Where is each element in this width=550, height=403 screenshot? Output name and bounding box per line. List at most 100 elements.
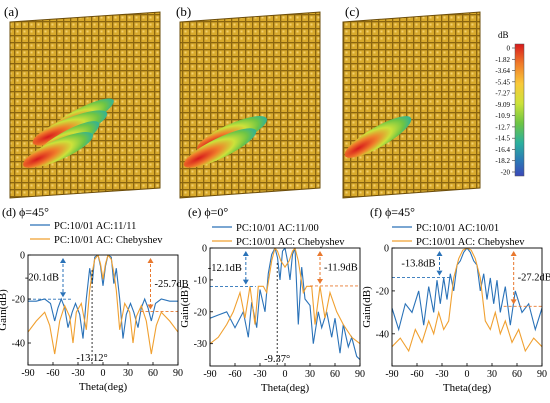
series-line bbox=[392, 248, 542, 332]
series-line bbox=[210, 248, 360, 345]
arrow-head bbox=[436, 251, 443, 256]
annotation-label: -25.7dB bbox=[155, 279, 189, 290]
y-axis-label: Gain(dB) bbox=[0, 289, 9, 331]
angle-label: -13.12° bbox=[76, 353, 107, 364]
arrow-head bbox=[60, 292, 66, 298]
colorbar-tick-label: -18.2 bbox=[495, 157, 510, 165]
x-tick-label: 0 bbox=[465, 369, 470, 380]
plot-frame bbox=[27, 254, 179, 366]
beam-lobes-a bbox=[23, 98, 114, 168]
arrow-head bbox=[436, 270, 443, 276]
x-tick-label: 0 bbox=[101, 368, 106, 379]
y-tick-label: -20 bbox=[376, 286, 389, 297]
y-tick-label: -30 bbox=[194, 339, 207, 350]
series-line bbox=[28, 255, 178, 339]
colorbar-tick-label: -12.7 bbox=[495, 123, 510, 131]
y-axis-label: Gain(dB) bbox=[361, 286, 373, 328]
arrow-head bbox=[510, 251, 517, 256]
annotation-label: -27.2dB bbox=[518, 273, 550, 284]
arrow-head bbox=[317, 278, 323, 284]
chart-e: (e) ϕ=0° PC:10/01 AC:11/00 PC:10/01 AC: Ch… bbox=[179, 205, 365, 394]
x-tick-label: 90 bbox=[355, 369, 365, 380]
y-tick-label: 0 bbox=[384, 244, 389, 255]
x-axis-label: Theta(deg) bbox=[79, 381, 128, 393]
x-axis-label: Theta(deg) bbox=[261, 382, 310, 394]
x-tick-label: -90 bbox=[203, 369, 216, 380]
legend-label: PC:10/01 AC:10/01 bbox=[416, 223, 499, 234]
legend-label: PC:10/01 AC:11/11 bbox=[54, 221, 136, 232]
colorbar-tick-label: -20 bbox=[501, 169, 511, 177]
colorbar-tick-label: -9.09 bbox=[495, 101, 510, 109]
y-tick-label: -20 bbox=[12, 295, 25, 306]
legend-label: PC:10/01 AC: Chebyshev bbox=[416, 237, 525, 248]
panel-label-a: (a) bbox=[4, 4, 18, 19]
x-tick-label: -90 bbox=[21, 368, 34, 379]
colorbar-tick-label: -3.64 bbox=[495, 67, 510, 75]
series-line bbox=[28, 255, 178, 355]
arrow-head bbox=[147, 258, 154, 263]
y-tick-label: 0 bbox=[20, 251, 25, 262]
colorbar-tick-label: -5.45 bbox=[495, 78, 510, 86]
x-tick-label: -60 bbox=[46, 368, 59, 379]
x-tick-label: -60 bbox=[228, 369, 241, 380]
annotation-label: -11.9dB bbox=[324, 262, 358, 273]
chart-title: (e) ϕ=0° bbox=[188, 205, 228, 219]
panel-label-c: (c) bbox=[345, 4, 359, 19]
y-tick-label: -10 bbox=[194, 275, 207, 286]
arrow-head bbox=[242, 279, 249, 285]
colorbar-tick-label: -16.4 bbox=[495, 146, 510, 154]
x-tick-label: -30 bbox=[253, 369, 266, 380]
y-tick-label: 0 bbox=[202, 244, 207, 255]
chart-title: (f) ϕ=45° bbox=[370, 205, 415, 219]
arrow-head bbox=[242, 251, 249, 256]
chart-title: (d) ϕ=45° bbox=[2, 205, 49, 219]
x-tick-label: 60 bbox=[148, 368, 158, 379]
colorbar-tick-label: -1.82 bbox=[495, 56, 510, 64]
x-tick-label: 90 bbox=[537, 369, 547, 380]
colorbar-tick-label: -10.9 bbox=[495, 112, 510, 120]
beam-lobes-c bbox=[344, 116, 412, 158]
beam-lobes-b bbox=[183, 116, 267, 168]
array-panel-c: (c) bbox=[342, 4, 481, 199]
colorbar-gradient bbox=[514, 43, 525, 177]
panel-label-b: (b) bbox=[176, 4, 191, 19]
array-panel-a: (a) bbox=[4, 4, 161, 199]
colorbar-tick-label: 0 bbox=[507, 45, 511, 53]
arrow-head bbox=[147, 304, 154, 310]
colorbar-ticks: 0 -1.82 -3.64 -5.45 -7.27 -9.09 -10.9 -12.7 -14.… bbox=[495, 45, 515, 177]
annotation-label: -20.1dB bbox=[25, 273, 59, 284]
chart-f: (f) ϕ=45°PC:10/01 AC:10/01 PC:10/01 AC: C… bbox=[361, 205, 550, 394]
arrow-head bbox=[60, 258, 66, 263]
colorbar: dB 0 -1.82 -3.64 -5.45 -7.27 -9.09 -10.9 -12.7 -… bbox=[495, 30, 525, 177]
series-line bbox=[392, 248, 542, 353]
y-tick-label: -40 bbox=[376, 329, 389, 340]
y-tick-label: -40 bbox=[12, 339, 25, 350]
array-panel-b: (b) bbox=[176, 4, 321, 199]
angle-label: -9.37° bbox=[264, 354, 290, 365]
y-tick-label: -20 bbox=[194, 307, 207, 318]
x-tick-label: -90 bbox=[385, 369, 398, 380]
legend-label: PC:10/01 AC: Chebyshev bbox=[54, 235, 163, 246]
x-tick-label: 30 bbox=[123, 368, 133, 379]
annotation-label: -13.8dB bbox=[401, 258, 435, 269]
y-axis-label: Gain(dB) bbox=[179, 286, 191, 328]
legend-label: PC:10/01 AC: Chebyshev bbox=[236, 237, 345, 248]
x-tick-label: 30 bbox=[305, 369, 315, 380]
colorbar-tick-label: -7.27 bbox=[495, 90, 510, 98]
x-tick-label: -30 bbox=[435, 369, 448, 380]
x-tick-label: 0 bbox=[283, 369, 288, 380]
annotation-label: -12.1dB bbox=[208, 263, 242, 274]
x-tick-label: 90 bbox=[173, 368, 183, 379]
legend-label: PC:10/01 AC:11/00 bbox=[236, 223, 319, 234]
x-axis-label: Theta(deg) bbox=[443, 382, 492, 394]
colorbar-tick-label: -14.5 bbox=[495, 135, 510, 143]
x-tick-label: -60 bbox=[410, 369, 423, 380]
arrow-head bbox=[317, 251, 323, 256]
x-tick-label: -30 bbox=[71, 368, 84, 379]
chart-d: (d) ϕ=45° PC:10/01 AC:11/11 PC:10/01 AC: C… bbox=[0, 205, 189, 393]
arrow-head bbox=[510, 299, 517, 305]
x-tick-label: 30 bbox=[487, 369, 497, 380]
colorbar-unit: dB bbox=[498, 30, 509, 40]
x-tick-label: 60 bbox=[330, 369, 340, 380]
